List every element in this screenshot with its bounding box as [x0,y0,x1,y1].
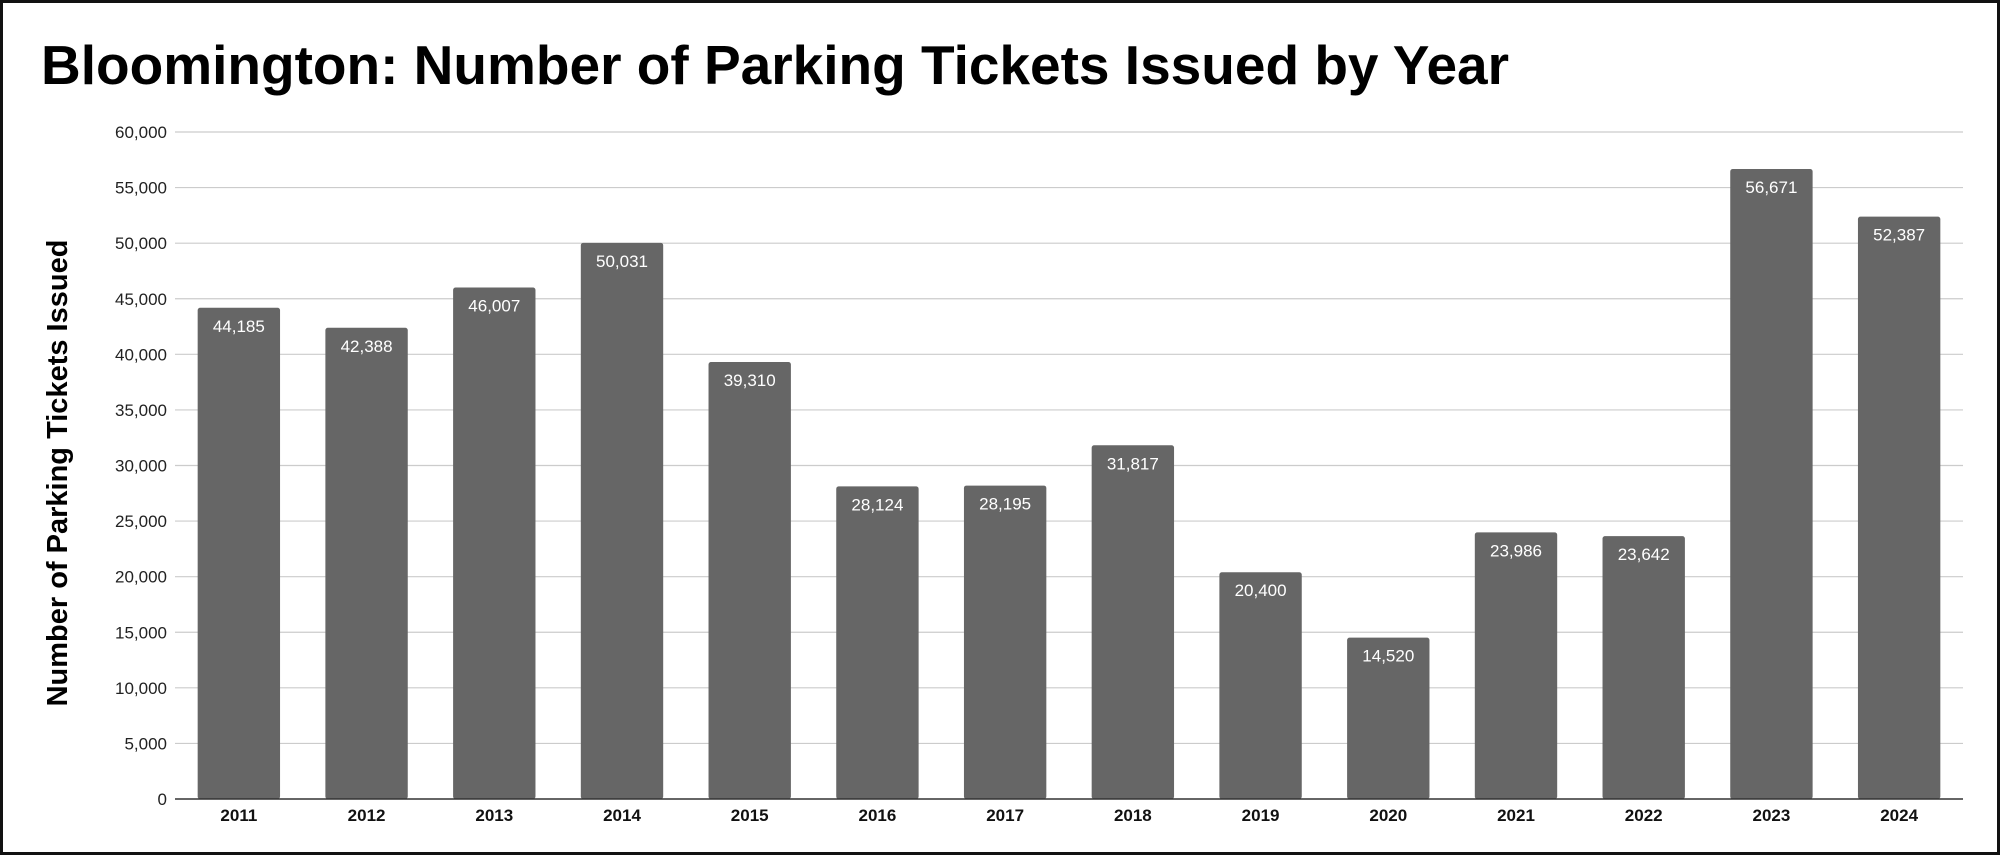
x-tick-label: 2014 [603,806,641,825]
data-label-2023: 56,671 [1745,178,1797,197]
y-tick-label: 0 [158,790,167,809]
data-label-2017: 28,195 [979,495,1031,514]
x-tick-label: 2011 [220,806,257,825]
y-tick-label: 50,000 [115,234,167,253]
y-tick-label: 25,000 [115,512,167,531]
x-tick-label: 2022 [1625,806,1663,825]
data-label-2022: 23,642 [1618,545,1670,564]
x-tick-label: 2017 [986,806,1024,825]
bar-chart: 0 5,000 10,000 15,000 20,000 25,000 30,000 35,0… [42,123,1963,825]
y-tick-label: 10,000 [115,679,167,698]
bar-2017 [963,485,1047,799]
bar-2021 [1474,532,1558,799]
data-labels: 44,185 42,388 46,007 50,031 39,310 28,124 28,1… [213,178,1925,666]
x-tick-label: 2015 [731,806,769,825]
x-tick-label: 2023 [1753,806,1791,825]
bar-2019 [1219,572,1302,799]
y-tick-label: 30,000 [115,457,167,476]
bar-2016 [836,486,919,799]
y-tick-label: 55,000 [115,179,167,198]
chart-title: Bloomington: Number of Parking Tickets I… [41,34,1510,96]
data-label-2020: 14,520 [1362,647,1414,666]
bars [197,169,1941,800]
x-tick-label: 2019 [1242,806,1280,825]
data-label-2024: 52,387 [1873,226,1925,245]
gridlines [175,131,1963,745]
bar-2024 [1857,216,1941,800]
y-axis-ticks: 0 5,000 10,000 15,000 20,000 25,000 30,000 35,0… [115,123,167,809]
data-label-2012: 42,388 [341,337,393,356]
bar-2020 [1347,637,1430,799]
bar-2015 [708,362,791,799]
y-tick-label: 60,000 [115,123,167,142]
data-label-2011: 44,185 [213,317,265,336]
x-axis-ticks: 2011 2012 2013 2014 2015 2016 2017 2018 2019 2020… [175,798,1963,825]
y-tick-label: 35,000 [115,401,167,420]
bar-2011 [197,307,281,799]
data-label-2019: 20,400 [1235,581,1287,600]
bar-2023 [1730,169,1813,799]
y-tick-label: 5,000 [124,734,167,753]
x-tick-label: 2024 [1880,806,1918,825]
data-label-2016: 28,124 [851,495,903,514]
x-tick-label: 2013 [475,806,513,825]
data-label-2018: 31,817 [1107,454,1159,473]
x-tick-label: 2012 [348,806,386,825]
x-tick-label: 2021 [1497,806,1535,825]
x-tick-label: 2016 [859,806,897,825]
x-tick-label: 2018 [1114,806,1152,825]
bar-2014 [580,242,664,800]
bar-2012 [325,327,408,799]
y-axis-label: Number of Parking Tickets Issued [42,240,74,707]
y-tick-label: 40,000 [115,345,167,364]
data-label-2013: 46,007 [468,297,520,316]
bar-2022 [1602,536,1685,799]
data-label-2021: 23,986 [1490,541,1542,560]
bar-2018 [1091,445,1175,799]
y-tick-label: 45,000 [115,290,167,309]
data-label-2015: 39,310 [724,371,776,390]
y-tick-label: 20,000 [115,568,167,587]
y-tick-label: 15,000 [115,623,167,642]
x-tick-label: 2020 [1369,806,1407,825]
data-label-2014: 50,031 [596,252,648,271]
bar-2013 [453,287,536,799]
